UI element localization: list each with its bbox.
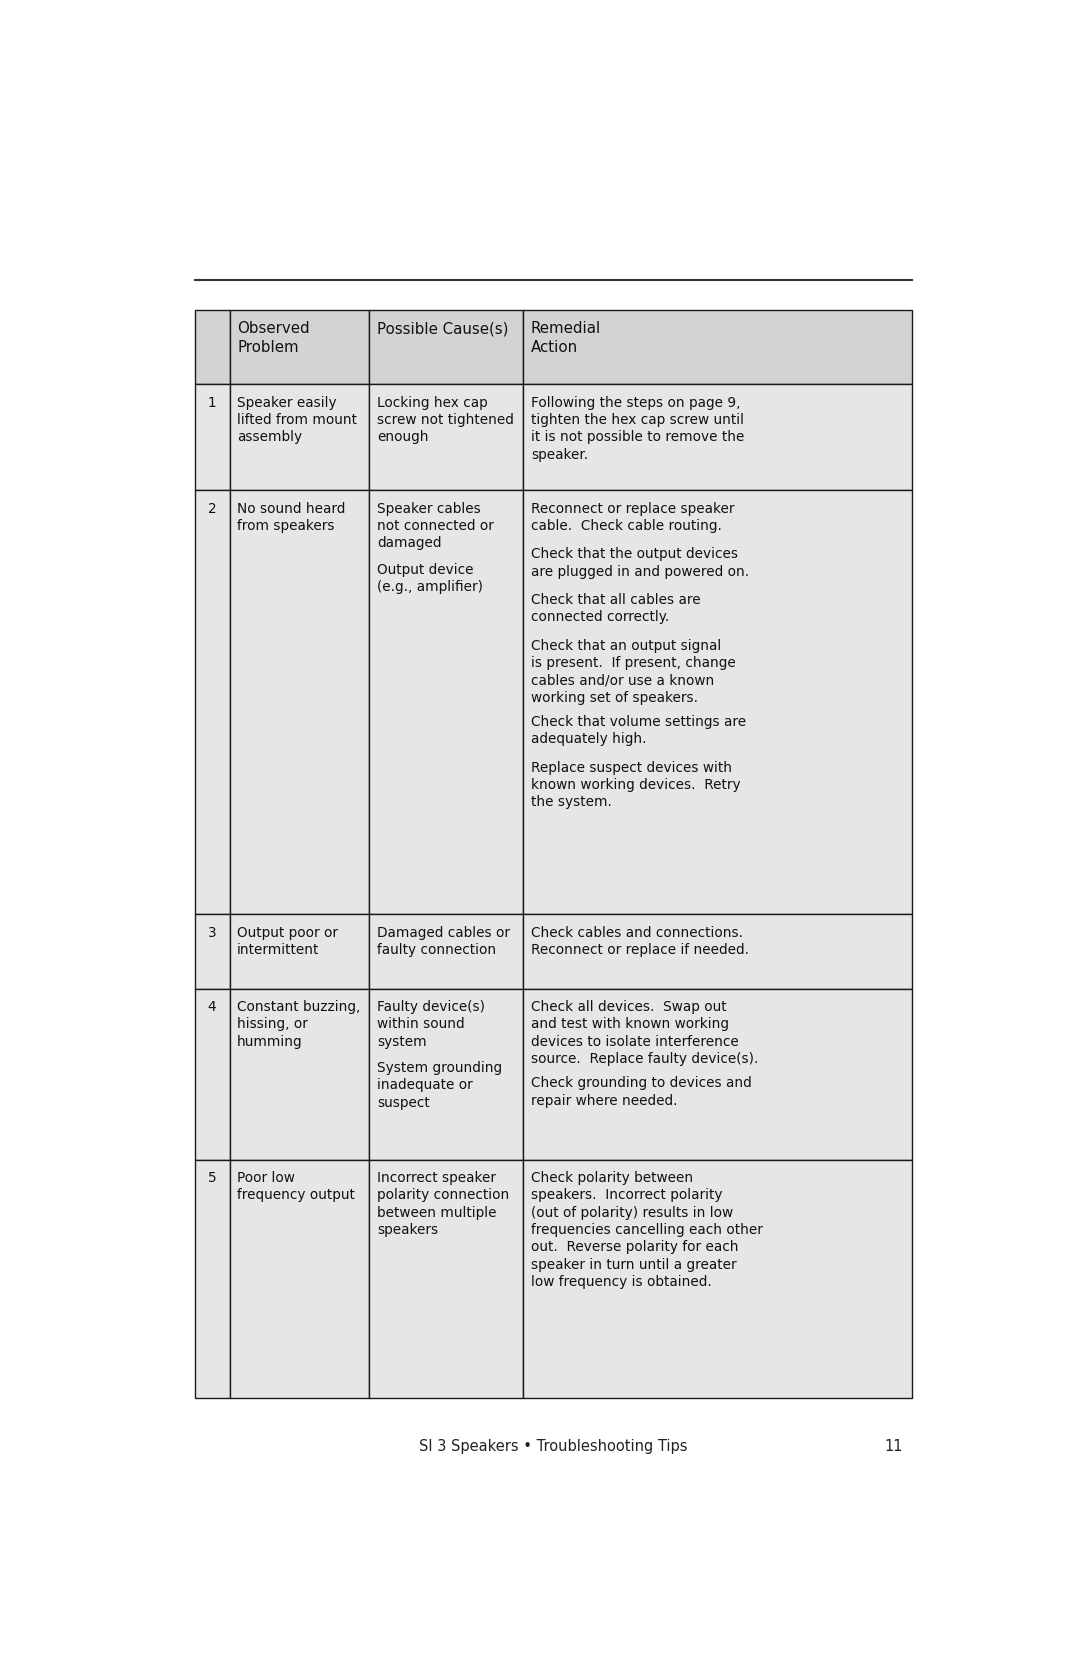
Bar bbox=[195, 491, 230, 915]
Text: 1: 1 bbox=[207, 396, 216, 409]
Bar bbox=[369, 915, 524, 988]
Text: Incorrect speaker
polarity connection
between multiple
speakers: Incorrect speaker polarity connection be… bbox=[377, 1172, 509, 1237]
Text: Observed
Problem: Observed Problem bbox=[238, 320, 310, 355]
Text: Check cables and connections.
Reconnect or replace if needed.: Check cables and connections. Reconnect … bbox=[531, 926, 748, 956]
Text: Damaged cables or
faulty connection: Damaged cables or faulty connection bbox=[377, 926, 510, 956]
Bar bbox=[524, 491, 912, 915]
Bar bbox=[195, 1160, 230, 1399]
Text: Check all devices.  Swap out
and test with known working
devices to isolate inte: Check all devices. Swap out and test wit… bbox=[531, 1000, 758, 1066]
Text: Check that all cables are
connected correctly.: Check that all cables are connected corr… bbox=[531, 592, 701, 624]
Bar bbox=[524, 309, 912, 384]
Bar bbox=[230, 988, 369, 1160]
Bar bbox=[230, 309, 369, 384]
Text: Poor low
frequency output: Poor low frequency output bbox=[238, 1172, 355, 1202]
Bar bbox=[369, 988, 524, 1160]
Text: Remedial
Action: Remedial Action bbox=[531, 320, 602, 355]
Text: System grounding
inadequate or
suspect: System grounding inadequate or suspect bbox=[377, 1061, 502, 1110]
Text: Locking hex cap
screw not tightened
enough: Locking hex cap screw not tightened enou… bbox=[377, 396, 514, 444]
Bar bbox=[369, 309, 524, 384]
Text: Possible Cause(s): Possible Cause(s) bbox=[377, 320, 509, 335]
Text: SI 3 Speakers • Troubleshooting Tips: SI 3 Speakers • Troubleshooting Tips bbox=[419, 1439, 688, 1454]
Text: 4: 4 bbox=[207, 1000, 216, 1015]
Bar bbox=[230, 491, 369, 915]
Bar bbox=[230, 384, 369, 491]
Text: Output device
(e.g., ampliﬁer): Output device (e.g., ampliﬁer) bbox=[377, 562, 483, 594]
Text: 5: 5 bbox=[207, 1172, 216, 1185]
Bar bbox=[195, 988, 230, 1160]
Bar bbox=[230, 1160, 369, 1399]
Text: Following the steps on page 9,
tighten the hex cap screw until
it is not possibl: Following the steps on page 9, tighten t… bbox=[531, 396, 744, 462]
Text: Check polarity between
speakers.  Incorrect polarity
(out of polarity) results i: Check polarity between speakers. Incorre… bbox=[531, 1172, 762, 1288]
Bar bbox=[369, 384, 524, 491]
Text: 3: 3 bbox=[207, 926, 216, 940]
Bar bbox=[195, 309, 230, 384]
Text: 11: 11 bbox=[885, 1439, 903, 1454]
Text: Check grounding to devices and
repair where needed.: Check grounding to devices and repair wh… bbox=[531, 1077, 752, 1108]
Bar bbox=[524, 1160, 912, 1399]
Bar bbox=[369, 491, 524, 915]
Text: Speaker cables
not connected or
damaged: Speaker cables not connected or damaged bbox=[377, 502, 494, 551]
Text: Replace suspect devices with
known working devices.  Retry
the system.: Replace suspect devices with known worki… bbox=[531, 761, 741, 809]
Text: Faulty device(s)
within sound
system: Faulty device(s) within sound system bbox=[377, 1000, 485, 1048]
Text: Constant buzzing,
hissing, or
humming: Constant buzzing, hissing, or humming bbox=[238, 1000, 361, 1048]
Text: Check that the output devices
are plugged in and powered on.: Check that the output devices are plugge… bbox=[531, 547, 750, 579]
Text: Output poor or
intermittent: Output poor or intermittent bbox=[238, 926, 338, 956]
Bar bbox=[195, 384, 230, 491]
Text: Check that an output signal
is present.  If present, change
cables and/or use a : Check that an output signal is present. … bbox=[531, 639, 735, 704]
Bar bbox=[369, 1160, 524, 1399]
Text: Reconnect or replace speaker
cable.  Check cable routing.: Reconnect or replace speaker cable. Chec… bbox=[531, 502, 734, 532]
Bar bbox=[524, 988, 912, 1160]
Text: No sound heard
from speakers: No sound heard from speakers bbox=[238, 502, 346, 532]
Bar bbox=[524, 915, 912, 988]
Text: 2: 2 bbox=[207, 502, 216, 516]
Bar bbox=[195, 915, 230, 988]
Text: Check that volume settings are
adequately high.: Check that volume settings are adequatel… bbox=[531, 714, 746, 746]
Bar bbox=[230, 915, 369, 988]
Bar bbox=[524, 384, 912, 491]
Text: Speaker easily
lifted from mount
assembly: Speaker easily lifted from mount assembl… bbox=[238, 396, 357, 444]
